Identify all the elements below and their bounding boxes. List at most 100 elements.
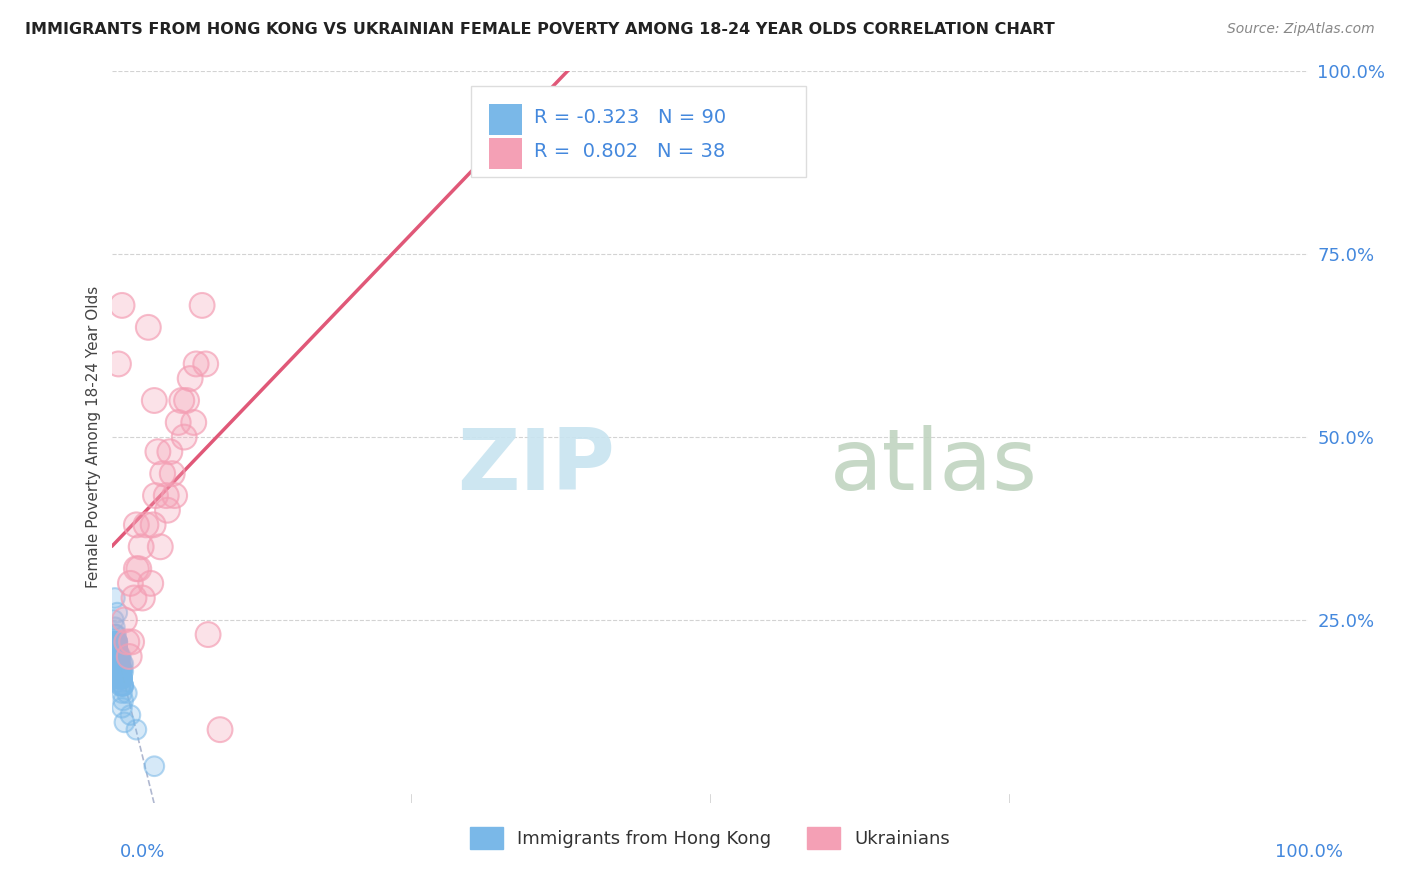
Point xyxy=(129,540,152,554)
Point xyxy=(115,635,138,649)
Point xyxy=(129,540,152,554)
Point xyxy=(146,444,169,458)
Point xyxy=(170,393,193,408)
Point xyxy=(104,627,127,641)
Point xyxy=(162,467,183,481)
Point xyxy=(163,489,186,503)
Point xyxy=(105,642,128,657)
Point xyxy=(110,664,132,678)
Point xyxy=(142,517,165,532)
Text: IMMIGRANTS FROM HONG KONG VS UKRAINIAN FEMALE POVERTY AMONG 18-24 YEAR OLDS CORR: IMMIGRANTS FROM HONG KONG VS UKRAINIAN F… xyxy=(25,22,1054,37)
Point xyxy=(191,298,214,312)
Point xyxy=(105,642,128,657)
Point xyxy=(197,627,219,641)
Point xyxy=(107,649,129,664)
Point xyxy=(108,672,131,686)
Point xyxy=(111,672,134,686)
Point xyxy=(111,664,134,678)
Point xyxy=(108,657,131,671)
Point xyxy=(111,657,134,671)
Point xyxy=(108,649,131,664)
Point xyxy=(105,642,128,657)
Point xyxy=(104,627,127,641)
Point xyxy=(110,672,132,686)
Point xyxy=(104,591,127,605)
Point xyxy=(105,635,128,649)
Point xyxy=(107,649,129,664)
Point xyxy=(108,657,131,671)
Point xyxy=(156,503,179,517)
Point xyxy=(108,657,131,671)
Point xyxy=(105,635,128,649)
Point xyxy=(105,635,128,649)
Point xyxy=(125,562,148,576)
Point xyxy=(110,664,132,678)
Text: R =  0.802   N = 38: R = 0.802 N = 38 xyxy=(534,143,725,161)
Point xyxy=(104,672,127,686)
Point xyxy=(105,657,128,671)
Point xyxy=(107,649,129,664)
Point xyxy=(107,664,129,678)
Point xyxy=(110,664,132,678)
Point xyxy=(152,467,174,481)
Point xyxy=(105,635,128,649)
Point xyxy=(107,657,129,671)
Point xyxy=(105,642,128,657)
Point xyxy=(108,672,131,686)
Point xyxy=(111,672,134,686)
Text: 100.0%: 100.0% xyxy=(1275,843,1343,861)
Point xyxy=(125,562,148,576)
Point xyxy=(108,657,131,671)
Point xyxy=(194,357,217,371)
Point xyxy=(143,759,166,773)
Point xyxy=(110,679,132,693)
Point xyxy=(107,649,129,664)
Point xyxy=(107,649,129,664)
Point xyxy=(105,635,128,649)
Point xyxy=(108,649,131,664)
Text: atlas: atlas xyxy=(830,425,1038,508)
Point xyxy=(209,723,232,737)
Point xyxy=(125,723,148,737)
Point xyxy=(143,759,166,773)
Point xyxy=(122,591,145,605)
Point xyxy=(110,664,132,678)
Point xyxy=(145,489,167,503)
Point xyxy=(176,393,198,408)
Point xyxy=(120,708,142,723)
Point xyxy=(105,635,128,649)
Point xyxy=(107,649,129,664)
Point xyxy=(108,657,131,671)
Point xyxy=(197,627,219,641)
Point xyxy=(104,591,127,605)
FancyBboxPatch shape xyxy=(489,138,523,169)
Text: R = -0.323   N = 90: R = -0.323 N = 90 xyxy=(534,108,727,127)
Point xyxy=(107,649,129,664)
Point xyxy=(145,489,167,503)
Point xyxy=(138,320,160,334)
Point xyxy=(120,576,142,591)
Point xyxy=(105,642,128,657)
Point xyxy=(105,635,128,649)
Point xyxy=(111,298,134,312)
Point xyxy=(105,657,128,671)
Point xyxy=(111,672,134,686)
Point xyxy=(112,693,135,707)
Point xyxy=(143,393,166,408)
Point xyxy=(112,664,135,678)
Point xyxy=(108,672,131,686)
Point xyxy=(105,635,128,649)
Point xyxy=(107,649,129,664)
Point xyxy=(108,657,131,671)
Point xyxy=(142,517,165,532)
Point xyxy=(112,679,135,693)
Point xyxy=(112,657,135,671)
Point xyxy=(105,627,128,641)
Point xyxy=(107,649,129,664)
Point xyxy=(104,620,127,634)
Point xyxy=(120,576,142,591)
Point xyxy=(135,517,157,532)
FancyBboxPatch shape xyxy=(489,104,523,135)
Point xyxy=(105,635,128,649)
Point xyxy=(108,672,131,686)
